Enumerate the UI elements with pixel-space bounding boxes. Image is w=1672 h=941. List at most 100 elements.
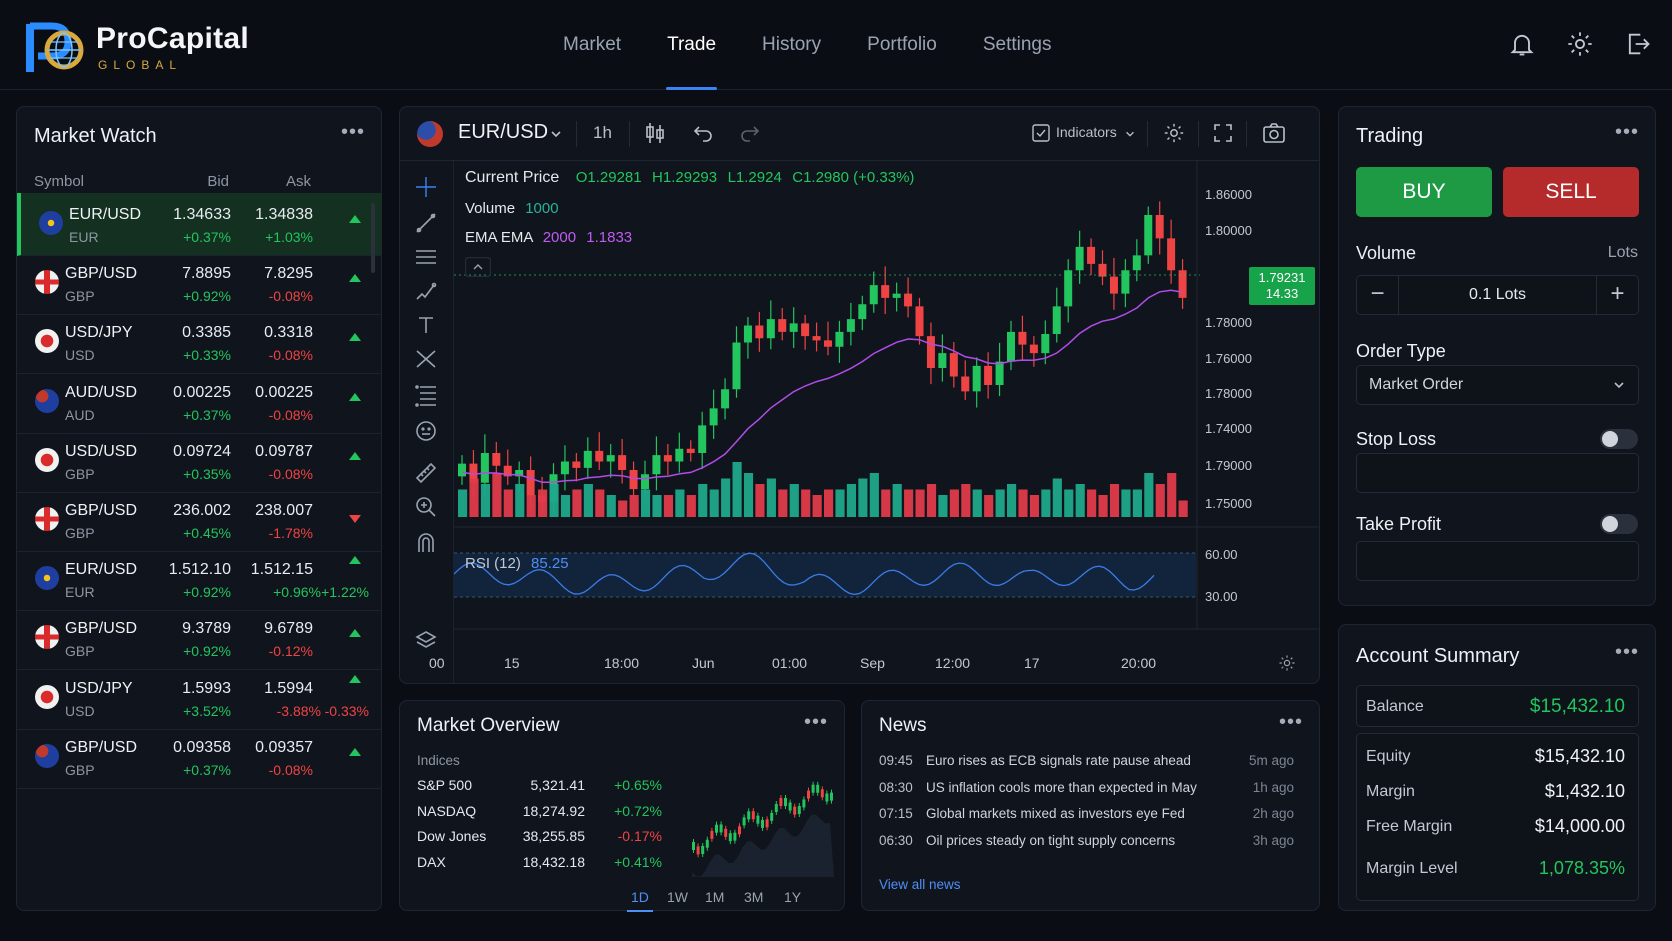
news-headline[interactable]: Oil prices steady on tight supply concer… — [926, 832, 1176, 848]
chevron-down-icon[interactable] — [1124, 128, 1136, 140]
volume-bar — [618, 500, 628, 517]
ask-price: 9.6789 — [264, 620, 313, 638]
horizontal-lines-icon[interactable] — [414, 245, 438, 269]
axis-settings-icon[interactable] — [1278, 654, 1296, 672]
more-options-icon[interactable]: ••• — [1614, 641, 1639, 663]
more-options-icon[interactable]: ••• — [803, 711, 828, 733]
magnet-icon[interactable] — [414, 531, 438, 555]
market-watch-row[interactable]: EUR/USD EUR 1.34633 +0.37% 1.34838 +1.03% — [17, 193, 381, 256]
zoom-in-icon[interactable] — [414, 495, 438, 519]
nav-portfolio[interactable]: Portfolio — [867, 34, 937, 55]
news-headline[interactable]: US inflation cools more than expected in… — [926, 779, 1197, 795]
nav-settings[interactable]: Settings — [982, 34, 1052, 55]
rsi-line — [454, 552, 1155, 596]
time-axis-label: 18:00 — [604, 655, 640, 671]
price-chart[interactable] — [454, 161, 1320, 683]
market-watch-row[interactable]: EUR/USD EUR 1.512.10 +0.92% 1.512.15 +0.96% +1… — [17, 548, 381, 612]
price-axis-label: 1.80000 — [1205, 223, 1252, 238]
equity-row: Equity $15,432.10 — [1357, 746, 1638, 772]
market-watch-row[interactable]: GBP/USD GBP 7.8895 +0.92% 7.8295 -0.08% — [17, 252, 381, 316]
more-options-icon[interactable]: ••• — [1278, 711, 1303, 733]
emoji-icon[interactable] — [414, 419, 438, 443]
mini-candle — [692, 842, 695, 850]
buy-button[interactable]: BUY — [1356, 167, 1492, 217]
overview-tab-3m[interactable]: 3M — [744, 889, 764, 905]
ohlc-close: C1.2980 (+0.33%) — [792, 169, 915, 186]
overview-tab-1w[interactable]: 1W — [667, 889, 688, 905]
decrease-volume-button[interactable]: − — [1357, 276, 1399, 314]
volume-bar — [1007, 484, 1017, 517]
view-all-news-link[interactable]: View all news — [879, 877, 961, 892]
chevron-down-icon[interactable] — [549, 127, 563, 141]
trend-up-icon — [349, 556, 361, 565]
volume-bar — [1109, 484, 1120, 517]
market-watch-row[interactable]: GBP/USD GBP 9.3789 +0.92% 9.6789 -0.12% — [17, 607, 381, 671]
bell-icon[interactable] — [1508, 30, 1536, 58]
mini-candle — [724, 828, 728, 837]
take-profit-input[interactable] — [1356, 541, 1639, 581]
nav-market[interactable]: Market — [563, 34, 622, 55]
logout-icon[interactable] — [1624, 30, 1652, 58]
column-header-ask: Ask — [285, 173, 311, 190]
take-profit-toggle[interactable] — [1600, 514, 1638, 534]
equity-value: $15,432.10 — [1534, 746, 1625, 766]
stop-loss-toggle[interactable] — [1600, 429, 1638, 449]
market-watch-row[interactable]: USD/JPY USD 1.5993 +3.52% 1.5994 -3.88% -0.33% — [17, 667, 381, 730]
fibonacci-icon[interactable] — [414, 383, 438, 407]
trend-up-icon — [349, 747, 361, 756]
chart-settings-icon[interactable] — [1163, 122, 1185, 144]
more-options-icon[interactable]: ••• — [1614, 121, 1639, 143]
market-watch-row[interactable]: GBP/USD GBP 236.002 +0.45% 238.007 -1.78% — [17, 489, 381, 552]
collapse-legend-icon[interactable] — [465, 257, 491, 277]
pattern-tool-icon[interactable] — [414, 347, 438, 371]
market-watch-row[interactable]: USD/USD GBP 0.09724 +0.35% 0.09787 -0.08% — [17, 430, 381, 493]
logo[interactable]: ProCapital GLOBAL — [24, 20, 249, 76]
layers-icon[interactable] — [414, 629, 438, 653]
crosshair-icon[interactable] — [414, 175, 438, 199]
text-tool-icon[interactable] — [414, 313, 438, 337]
nav-trade[interactable]: Trade — [644, 0, 739, 90]
drawing-toolbar — [400, 161, 454, 683]
market-watch-row[interactable]: USD/JPY USD 0.3385 +0.33% 0.3318 -0.08% — [17, 311, 381, 375]
increase-volume-button[interactable]: + — [1596, 276, 1638, 314]
more-options-icon[interactable]: ••• — [340, 121, 365, 143]
mini-candle — [696, 846, 700, 855]
indicators-icon[interactable] — [1032, 124, 1050, 142]
symbol-selector[interactable]: EUR/USD — [458, 121, 549, 143]
news-headline[interactable]: Euro rises as ECB signals rate pause ahe… — [926, 753, 1191, 768]
volume-bar — [698, 484, 708, 517]
redo-icon[interactable] — [739, 123, 761, 143]
volume-value[interactable]: 0.1 Lots — [1469, 286, 1526, 303]
trend-line-icon[interactable] — [414, 211, 438, 235]
order-type-select[interactable]: Market Order — [1356, 365, 1639, 405]
market-watch-row[interactable]: GBP/USD GBP 0.09358 +0.37% 0.09357 -0.08% — [17, 726, 381, 789]
overview-tab-1d[interactable]: 1D — [627, 889, 653, 912]
price-axis-label: 1.74000 — [1205, 421, 1252, 436]
undo-icon[interactable] — [692, 123, 714, 143]
candlestick-type-icon[interactable] — [644, 121, 666, 145]
candle-body — [698, 425, 707, 453]
ask-change: -0.08% — [268, 406, 313, 423]
pair-base: GBP — [65, 643, 95, 660]
mini-candle — [701, 845, 705, 854]
market-watch-row[interactable]: AUD/USD AUD 0.00225 +0.37% 0.00225 -0.08% — [17, 371, 381, 434]
ask-price: 0.09787 — [255, 442, 313, 460]
stop-loss-input[interactable] — [1356, 453, 1639, 493]
brush-icon[interactable] — [414, 279, 438, 303]
overview-tab-1y[interactable]: 1Y — [784, 889, 802, 905]
fullscreen-icon[interactable] — [1213, 123, 1233, 143]
candle-body — [915, 306, 924, 337]
news-headline[interactable]: Global markets mixed as investors eye Fe… — [926, 806, 1185, 821]
sell-button[interactable]: SELL — [1503, 167, 1639, 217]
nav-history[interactable]: History — [762, 34, 822, 55]
scrollbar[interactable] — [371, 203, 375, 273]
indicators-button[interactable]: Indicators — [1056, 124, 1117, 140]
gear-icon[interactable] — [1566, 30, 1594, 58]
camera-icon[interactable] — [1262, 122, 1286, 144]
market-watch-panel: Market Watch ••• Symbol Bid Ask EUR/USD E… — [16, 106, 382, 911]
candle-body — [881, 285, 890, 298]
timeframe-selector[interactable]: 1h — [593, 123, 612, 142]
ruler-icon[interactable] — [414, 461, 438, 485]
overview-tab-1m[interactable]: 1M — [705, 889, 725, 905]
currency-flag-icon — [35, 625, 59, 650]
